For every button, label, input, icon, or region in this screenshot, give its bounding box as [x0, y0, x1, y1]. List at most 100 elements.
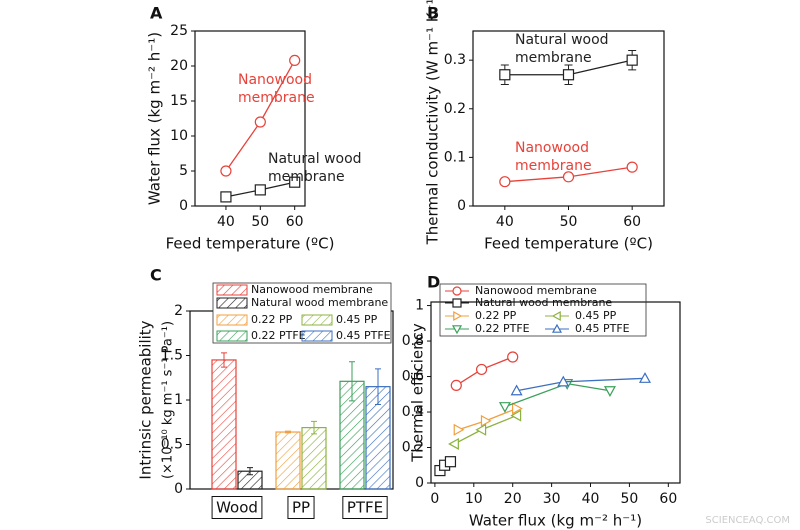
- marker: [254, 184, 266, 196]
- marker: [498, 402, 511, 413]
- x-tick-label: 40: [217, 214, 235, 230]
- marker: [453, 423, 465, 436]
- category-label: PP: [292, 499, 310, 517]
- series-annotation: Nanowood: [515, 140, 589, 156]
- legend-label: Nanowood membrane: [251, 283, 373, 296]
- y-axis-label: Water flux (kg m⁻² h⁻¹): [146, 32, 164, 205]
- marker: [448, 437, 459, 450]
- legend-label: 0.22 PP: [251, 313, 293, 326]
- y-tick-label: 1: [415, 298, 424, 314]
- x-tick-label: 40: [582, 491, 600, 507]
- error-bar: [285, 430, 291, 434]
- y-tick-label: 0.2: [444, 101, 466, 117]
- x-tick-label: 50: [621, 491, 639, 507]
- x-tick-label: 60: [659, 491, 677, 507]
- series-annotation: membrane: [268, 169, 345, 185]
- marker: [450, 379, 462, 392]
- legend-marker: [452, 298, 462, 308]
- marker: [254, 116, 266, 128]
- legend-swatch: [301, 314, 333, 326]
- legend-label: 0.45 PP: [575, 309, 617, 322]
- panel-letter: D: [427, 273, 440, 292]
- y-tick-label: 1.5: [161, 348, 183, 364]
- category-box: [342, 496, 388, 519]
- bar: [275, 431, 301, 490]
- marker: [562, 69, 575, 81]
- marker: [507, 351, 519, 363]
- legend-marker: [551, 323, 563, 333]
- legend-marker: [453, 310, 463, 322]
- marker: [289, 54, 301, 67]
- y-tick-label: 0: [415, 475, 424, 491]
- y-tick-label: 0.8: [402, 333, 424, 349]
- y-tick-label: 0.4: [402, 404, 424, 420]
- x-axis-label: Feed temperature (ºC): [484, 235, 653, 253]
- bar: [301, 426, 327, 490]
- y-tick-label: 0.1: [444, 149, 466, 165]
- error-bar: [349, 361, 355, 402]
- error-bar: [221, 352, 227, 368]
- legend-swatch: [216, 330, 248, 342]
- y-tick-label: 25: [170, 23, 188, 39]
- marker: [475, 423, 487, 436]
- x-axis-label: Water flux (kg m⁻² h⁻¹): [469, 512, 642, 530]
- x-tick-label: 0: [430, 491, 439, 507]
- legend-marker: [551, 310, 561, 322]
- marker: [480, 414, 492, 427]
- y-axis-label: Thermal conductivity (W m⁻¹ K⁻¹): [424, 0, 442, 245]
- y-tick-label: 1: [174, 392, 183, 408]
- series-annotation: membrane: [238, 90, 315, 106]
- y-axis-label: (×10⁻¹⁰ kg m⁻¹ s⁻¹ Pa⁻¹): [161, 321, 176, 479]
- series-annotation: Natural wood: [268, 151, 362, 167]
- series-annotation: membrane: [515, 50, 592, 66]
- y-tick-label: 5: [179, 163, 188, 179]
- bar: [211, 359, 237, 490]
- y-tick-label: 0.2: [402, 440, 424, 456]
- series-annotation: Natural wood: [515, 32, 609, 48]
- x-tick-label: 30: [543, 491, 561, 507]
- y-tick-label: 2: [174, 303, 183, 319]
- marker: [626, 54, 638, 66]
- series-annotation: Nanowood: [238, 72, 312, 88]
- x-tick-label: 60: [286, 214, 304, 230]
- legend-swatch: [216, 284, 248, 296]
- legend-label: 0.45 PP: [336, 313, 378, 326]
- y-tick-label: 0.3: [444, 52, 466, 68]
- category-label: Wood: [216, 499, 258, 517]
- plot-frame: [430, 301, 681, 484]
- y-axis-label: Thermal efficiency: [409, 323, 427, 463]
- watermark: SCIENCEAQ.COM: [705, 515, 790, 526]
- x-tick-label: 50: [560, 214, 578, 230]
- marker: [220, 165, 232, 177]
- panel-letter: B: [427, 4, 439, 23]
- legend-label: 0.22 PTFE: [251, 329, 306, 342]
- category-box: [287, 496, 315, 519]
- legend-swatch: [216, 314, 248, 326]
- plot-frame: [194, 30, 306, 207]
- legend-swatch: [301, 330, 333, 342]
- legend-label: 0.45 PTFE: [336, 329, 391, 342]
- y-tick-label: 10: [170, 128, 188, 144]
- legend-label: 0.22 PP: [475, 309, 517, 322]
- legend-box: [439, 283, 647, 337]
- panel-letter: C: [150, 266, 162, 285]
- marker: [511, 402, 523, 415]
- y-tick-label: 0.5: [161, 437, 183, 453]
- marker: [638, 372, 652, 383]
- legend-marker: [452, 286, 462, 296]
- y-tick-label: 15: [170, 93, 188, 109]
- y-tick-label: 20: [170, 58, 188, 74]
- error-bar: [311, 420, 317, 435]
- y-tick-label: 0: [179, 198, 188, 214]
- panel-letter: A: [150, 4, 163, 23]
- y-tick-label: 0: [457, 198, 466, 214]
- y-axis-label: Intrinsic permeability: [137, 320, 155, 479]
- series-annotation: membrane: [515, 158, 592, 174]
- x-tick-label: 40: [496, 214, 514, 230]
- error-bar: [247, 467, 253, 476]
- legend-label: Natural wood membrane: [475, 296, 612, 309]
- legend-swatch: [216, 297, 248, 309]
- category-box: [211, 496, 263, 519]
- marker: [510, 409, 522, 422]
